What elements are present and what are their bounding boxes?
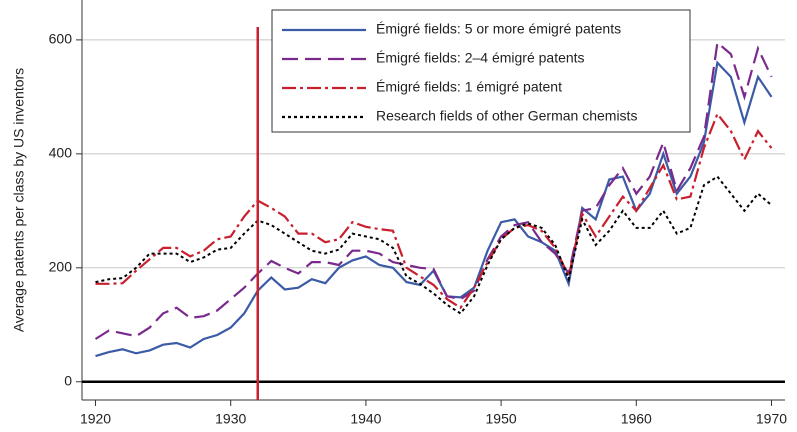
x-tick-label: 1940 (350, 411, 381, 427)
y-tick-label: 600 (49, 31, 73, 47)
x-tick-label: 1970 (756, 411, 787, 427)
y-tick-label: 0 (64, 372, 72, 388)
x-tick-label: 1960 (621, 411, 652, 427)
legend-label: Émigré fields: 1 émigré patent (376, 79, 562, 95)
legend-label: Émigré fields: 2–4 émigré patents (376, 50, 585, 66)
series-line (94, 40, 773, 340)
y-tick-label: 400 (49, 145, 73, 161)
series-line (95, 111, 773, 310)
series-line (95, 175, 773, 315)
x-tick-label: 1920 (80, 411, 111, 427)
legend-label: Émigré fields: 5 or more émigré patents (376, 21, 621, 37)
x-tick-label: 1930 (215, 411, 246, 427)
legend-label: Research fields of other German chemists (376, 108, 637, 124)
y-tick-label: 200 (49, 259, 73, 275)
y-axis-label: Average patents per class by US inventor… (11, 68, 27, 332)
x-tick-label: 1950 (486, 411, 517, 427)
